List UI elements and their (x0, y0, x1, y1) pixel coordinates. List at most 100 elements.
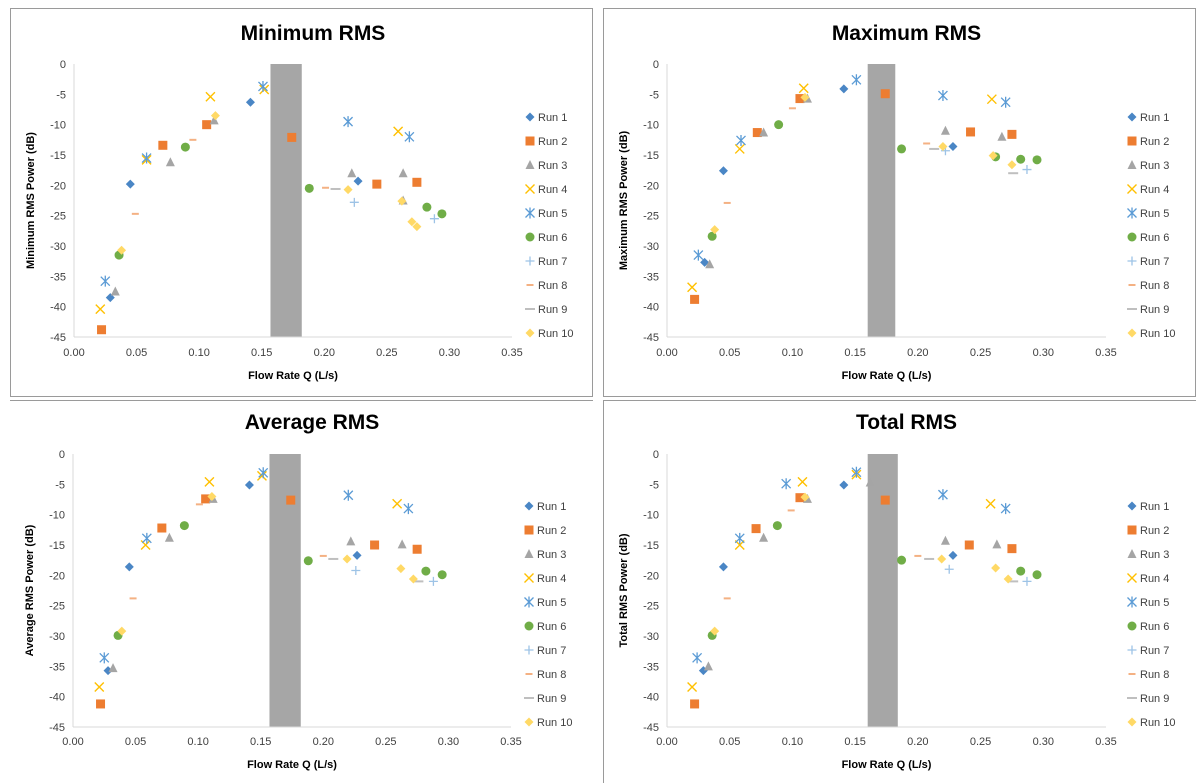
legend: Run 1 Run 2 Run 3 Run 4 Run 5 Run 6 Run 7 Run 8… (524, 501, 572, 729)
x-tick-label: 0.05 (719, 347, 740, 359)
data-point-run-1 (352, 550, 362, 560)
data-points (687, 466, 1042, 709)
data-point-run-5 (693, 249, 704, 261)
data-point-run-1 (718, 562, 728, 572)
data-point-run-6 (707, 231, 717, 241)
data-point-run-5 (99, 652, 110, 664)
data-point-run-10 (800, 92, 810, 102)
y-tick-label: -30 (50, 241, 66, 253)
legend-label-run-4: Run 4 (537, 573, 566, 585)
legend-label-run-6: Run 6 (537, 621, 566, 633)
data-point-run-3 (108, 663, 118, 673)
x-tick-label: 0.20 (907, 736, 928, 748)
y-tick-label: -25 (643, 601, 659, 613)
data-point-run-6 (437, 209, 447, 219)
y-tick-label: -35 (643, 271, 659, 283)
legend-marker-run-10 (525, 328, 535, 338)
data-point-run-7 (944, 564, 954, 574)
data-point-run-5 (141, 152, 152, 164)
legend-marker-run-1 (524, 501, 534, 511)
y-tick-label: -5 (649, 479, 659, 491)
data-point-run-1 (948, 142, 958, 152)
legend-label-run-3: Run 3 (1140, 160, 1169, 172)
data-point-run-10 (396, 564, 406, 574)
legend-marker-run-4 (525, 184, 535, 194)
data-point-run-6 (303, 556, 313, 566)
legend-marker-run-2 (524, 525, 534, 535)
data-point-run-5 (343, 489, 354, 501)
x-tick-label: 0.15 (844, 347, 865, 359)
y-axis-label: Average RMS Power (dB) (24, 524, 36, 656)
data-point-run-1 (839, 84, 849, 94)
chart-svg: Total RMS 0 -5 -10 -15 -20 -25 -30 -35 -40 -45 0.00… (618, 411, 1175, 771)
data-point-run-2 (412, 177, 422, 187)
x-tick-label: 0.10 (188, 347, 209, 359)
y-tick-label: -45 (50, 332, 66, 344)
legend-label-run-7: Run 7 (538, 256, 567, 268)
y-tick-label: -5 (55, 479, 65, 491)
data-point-run-4 (687, 681, 698, 692)
legend-label-run-3: Run 3 (538, 160, 567, 172)
data-point-run-7 (429, 214, 439, 224)
data-point-run-4 (256, 470, 267, 481)
data-point-run-10 (408, 574, 418, 584)
data-point-run-1 (125, 179, 135, 189)
x-tick-label: 0.05 (719, 736, 740, 748)
x-tick-label: 0.15 (251, 347, 272, 359)
legend-label-run-5: Run 5 (538, 208, 567, 220)
y-tick-label: -10 (643, 120, 659, 132)
legend-label-run-4: Run 4 (1140, 573, 1169, 585)
data-point-run-10 (117, 626, 127, 636)
legend-label-run-5: Run 5 (1140, 597, 1169, 609)
legend-marker-run-3 (1127, 160, 1137, 169)
data-point-run-2 (1007, 129, 1017, 139)
x-tick-label: 0.35 (1095, 736, 1116, 748)
data-point-run-3 (703, 661, 713, 671)
x-tick-label: 0.30 (439, 347, 460, 359)
data-point-run-5 (736, 134, 746, 146)
legend-marker-run-7 (1127, 256, 1137, 266)
legend-marker-run-5 (1127, 596, 1137, 608)
y-tick-label: -35 (50, 271, 66, 283)
legend: Run 1 Run 2 Run 3 Run 4 Run 5 Run 6 Run 7 Run 8… (1127, 501, 1175, 729)
legend-label-run-2: Run 2 (537, 525, 566, 537)
chart-svg: Minimum RMS 0 -5 -10 -15 -20 -25 -30 -35 -40 -45 0.… (25, 22, 573, 382)
data-point-run-4 (734, 143, 745, 154)
data-point-run-2 (157, 523, 167, 533)
data-point-run-5 (937, 90, 948, 102)
x-tick-label: 0.00 (62, 736, 83, 748)
data-point-run-6 (1032, 570, 1042, 580)
data-point-run-7 (428, 576, 438, 586)
legend-label-run-7: Run 7 (1140, 645, 1169, 657)
x-tick-label: 0.35 (1095, 347, 1116, 359)
data-point-run-10 (412, 222, 422, 232)
legend-label-run-10: Run 10 (1140, 717, 1175, 729)
legend-label-run-5: Run 5 (537, 597, 566, 609)
data-point-run-5 (851, 74, 862, 86)
data-point-run-1 (244, 480, 254, 490)
legend-label-run-6: Run 6 (1140, 232, 1169, 244)
x-tick-label: 0.30 (1033, 347, 1054, 359)
data-point-run-3 (346, 536, 356, 546)
y-tick-label: -15 (643, 540, 659, 552)
data-point-run-5 (781, 478, 792, 490)
x-tick-label: 0.00 (63, 347, 84, 359)
data-point-run-10 (800, 492, 810, 502)
x-tick-label: 0.25 (375, 736, 396, 748)
data-point-run-10 (1007, 160, 1017, 170)
data-point-run-1 (103, 666, 113, 676)
legend-marker-run-2 (525, 136, 535, 146)
data-point-run-2 (880, 495, 890, 505)
data-point-run-3 (347, 168, 357, 178)
data-point-run-5 (937, 489, 948, 501)
data-point-run-6 (304, 183, 314, 193)
legend-label-run-9: Run 9 (1140, 304, 1169, 316)
data-point-run-10 (407, 217, 417, 227)
data-point-run-2 (96, 699, 106, 709)
data-point-run-6 (897, 144, 907, 154)
data-point-run-2 (880, 89, 890, 99)
legend-marker-run-7 (524, 645, 534, 655)
y-tick-label: -25 (50, 211, 66, 223)
y-tick-label: -25 (49, 601, 65, 613)
x-tick-label: 0.05 (125, 736, 146, 748)
